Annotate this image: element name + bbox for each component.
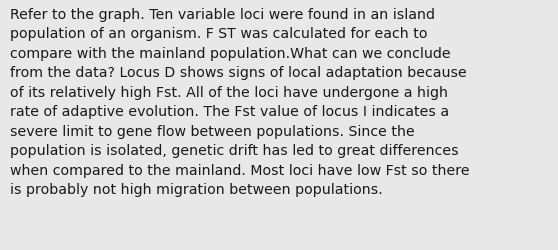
Text: Refer to the graph. Ten variable loci were found in an island
population of an o: Refer to the graph. Ten variable loci we… [10, 8, 470, 196]
